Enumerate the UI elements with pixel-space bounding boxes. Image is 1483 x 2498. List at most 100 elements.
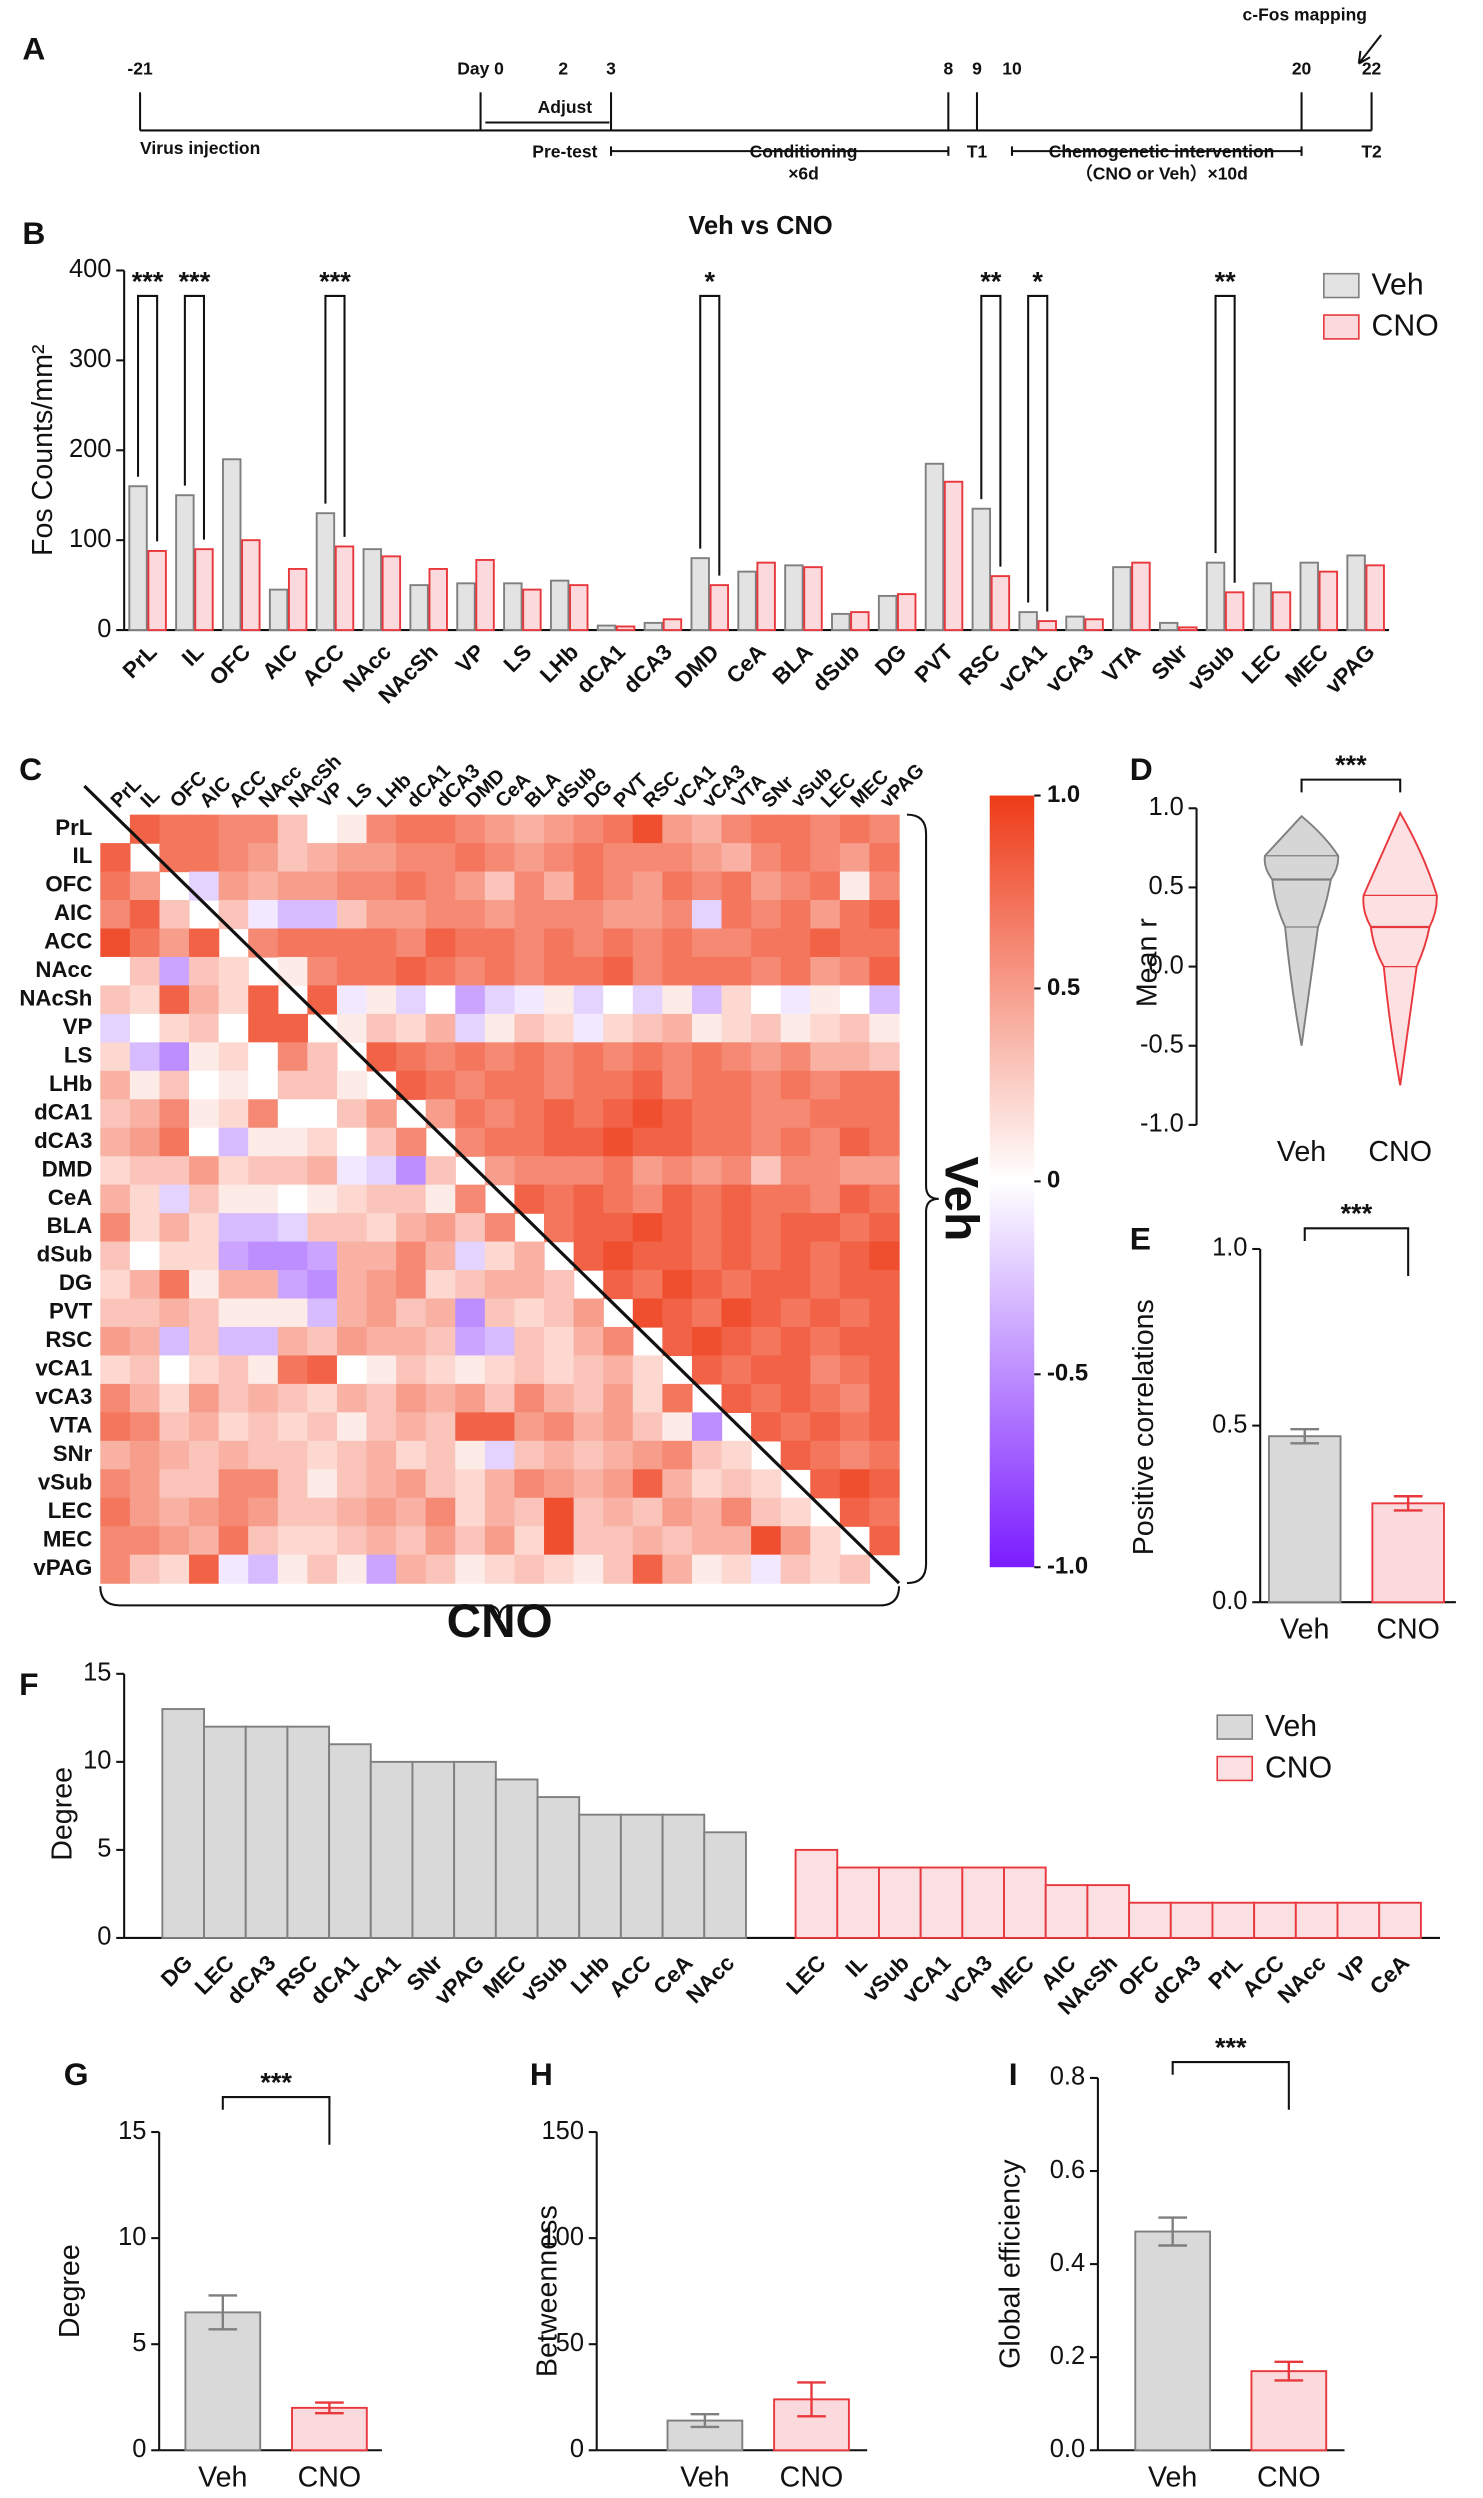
heatmap-cell [484,1412,516,1442]
heatmap-cell [691,985,723,1015]
heatmap-cell [366,928,397,958]
heatmap-cell [632,1469,663,1499]
error-bar [1393,1495,1423,1512]
heatmap-cell [691,956,723,987]
heatmap-cell [632,1184,663,1214]
heatmap-cell [336,1241,368,1271]
heatmap-cell [810,1184,841,1214]
y-tick-label: 0.5 [1212,1410,1247,1438]
heatmap-cell [484,1440,516,1470]
heatmap-cell [307,1497,338,1527]
heatmap-cell [425,1326,456,1357]
y-tick-label: 0 [97,615,111,643]
x-tick-label: LS [499,639,537,677]
heatmap-cell [839,1241,871,1271]
heatmap-cell [425,1440,456,1470]
bar [662,618,683,632]
heatmap-cell [751,956,782,987]
heatmap-cell [277,1013,309,1043]
significance-bracket [221,2096,331,2145]
heatmap-cell [810,1383,841,1413]
significance-label: * [1032,266,1043,296]
heatmap-cell [396,956,427,987]
bar [794,1848,839,1939]
heatmap-cell [366,985,397,1015]
row-label: NAcc [35,957,92,982]
x-tick-label: PrL [118,639,162,683]
heatmap-cell [189,1270,220,1300]
bar [1037,620,1057,632]
heatmap-cell [869,1355,900,1385]
heatmap-cell [336,843,368,873]
heatmap-cell [307,814,338,844]
heatmap-cell [662,1326,693,1357]
heatmap-cell [810,928,841,958]
heatmap-cell [218,1298,249,1328]
x-tick-label: IL [177,639,209,671]
row-label: MEC [43,1526,92,1551]
heatmap-cell [869,985,900,1015]
x-tick-label: Veh [1277,1136,1326,1168]
heatmap-cell [514,1156,545,1186]
panel-label: E [1130,1220,1151,1256]
bar [1084,618,1104,632]
x-tick-label: AIC [257,639,302,684]
heatmap-cell [425,1213,456,1243]
row-label: vCA1 [35,1356,92,1381]
heatmap-cell [129,1156,161,1186]
row-label: LHb [49,1071,92,1096]
heatmap-cell [159,1184,190,1214]
row-label: SNr [53,1441,93,1466]
bar [596,624,617,632]
heatmap-cell [839,1355,871,1385]
row-label: dCA3 [34,1128,92,1153]
y-tick-label: 100 [542,2223,584,2251]
heatmap-cell [721,1440,752,1470]
significance-bracket [183,294,206,540]
heatmap-cell [662,1497,693,1527]
heatmap-cell [869,1298,900,1328]
heatmap-cell [336,1270,368,1300]
heatmap-cell [780,928,811,958]
x-tick-label: Veh [1280,1613,1329,1645]
heatmap-cell [218,1440,249,1470]
heatmap-cell [869,1213,900,1243]
heatmap-cell [218,985,249,1015]
heatmap-cell [810,1412,841,1442]
heatmap-cell [336,1383,368,1413]
x-tick-label: CNO [1257,2461,1321,2493]
heatmap-cell [396,985,427,1015]
row-label: dCA1 [34,1099,92,1124]
heatmap-cell [691,1326,723,1357]
bar [971,507,992,632]
heatmap-cell [425,1469,456,1499]
heatmap-cell [780,1526,811,1556]
heatmap-cell [100,843,131,873]
heatmap-cell [573,1298,604,1328]
heatmap-cell [691,1184,723,1214]
bar [878,1866,922,1939]
heatmap-cell [810,1213,841,1243]
colorbar [989,795,1035,1568]
heatmap-cell [366,1383,397,1413]
heatmap-cell [662,928,693,958]
heatmap-cell [129,1184,161,1214]
y-tick-label: 300 [69,345,111,373]
heatmap-cell [455,1554,486,1584]
x-tick-label: vPAG [1320,639,1379,698]
column-label: LS [343,779,377,813]
heatmap-cell [662,1099,693,1129]
heatmap-cell [603,956,634,987]
heatmap-cell [514,814,545,844]
timeline-label: Virus injection [140,138,260,158]
heatmap-cell [544,1270,575,1300]
heatmap-cell [662,843,693,873]
heatmap-cell [839,1298,871,1328]
heatmap-cell [573,1070,604,1100]
heatmap-cell [218,1412,249,1442]
heatmap-cell [100,928,131,958]
row-label: LS [64,1042,92,1067]
heatmap-cell [869,1099,900,1129]
heatmap-cell [396,1013,427,1043]
heatmap-cell [484,1469,516,1499]
